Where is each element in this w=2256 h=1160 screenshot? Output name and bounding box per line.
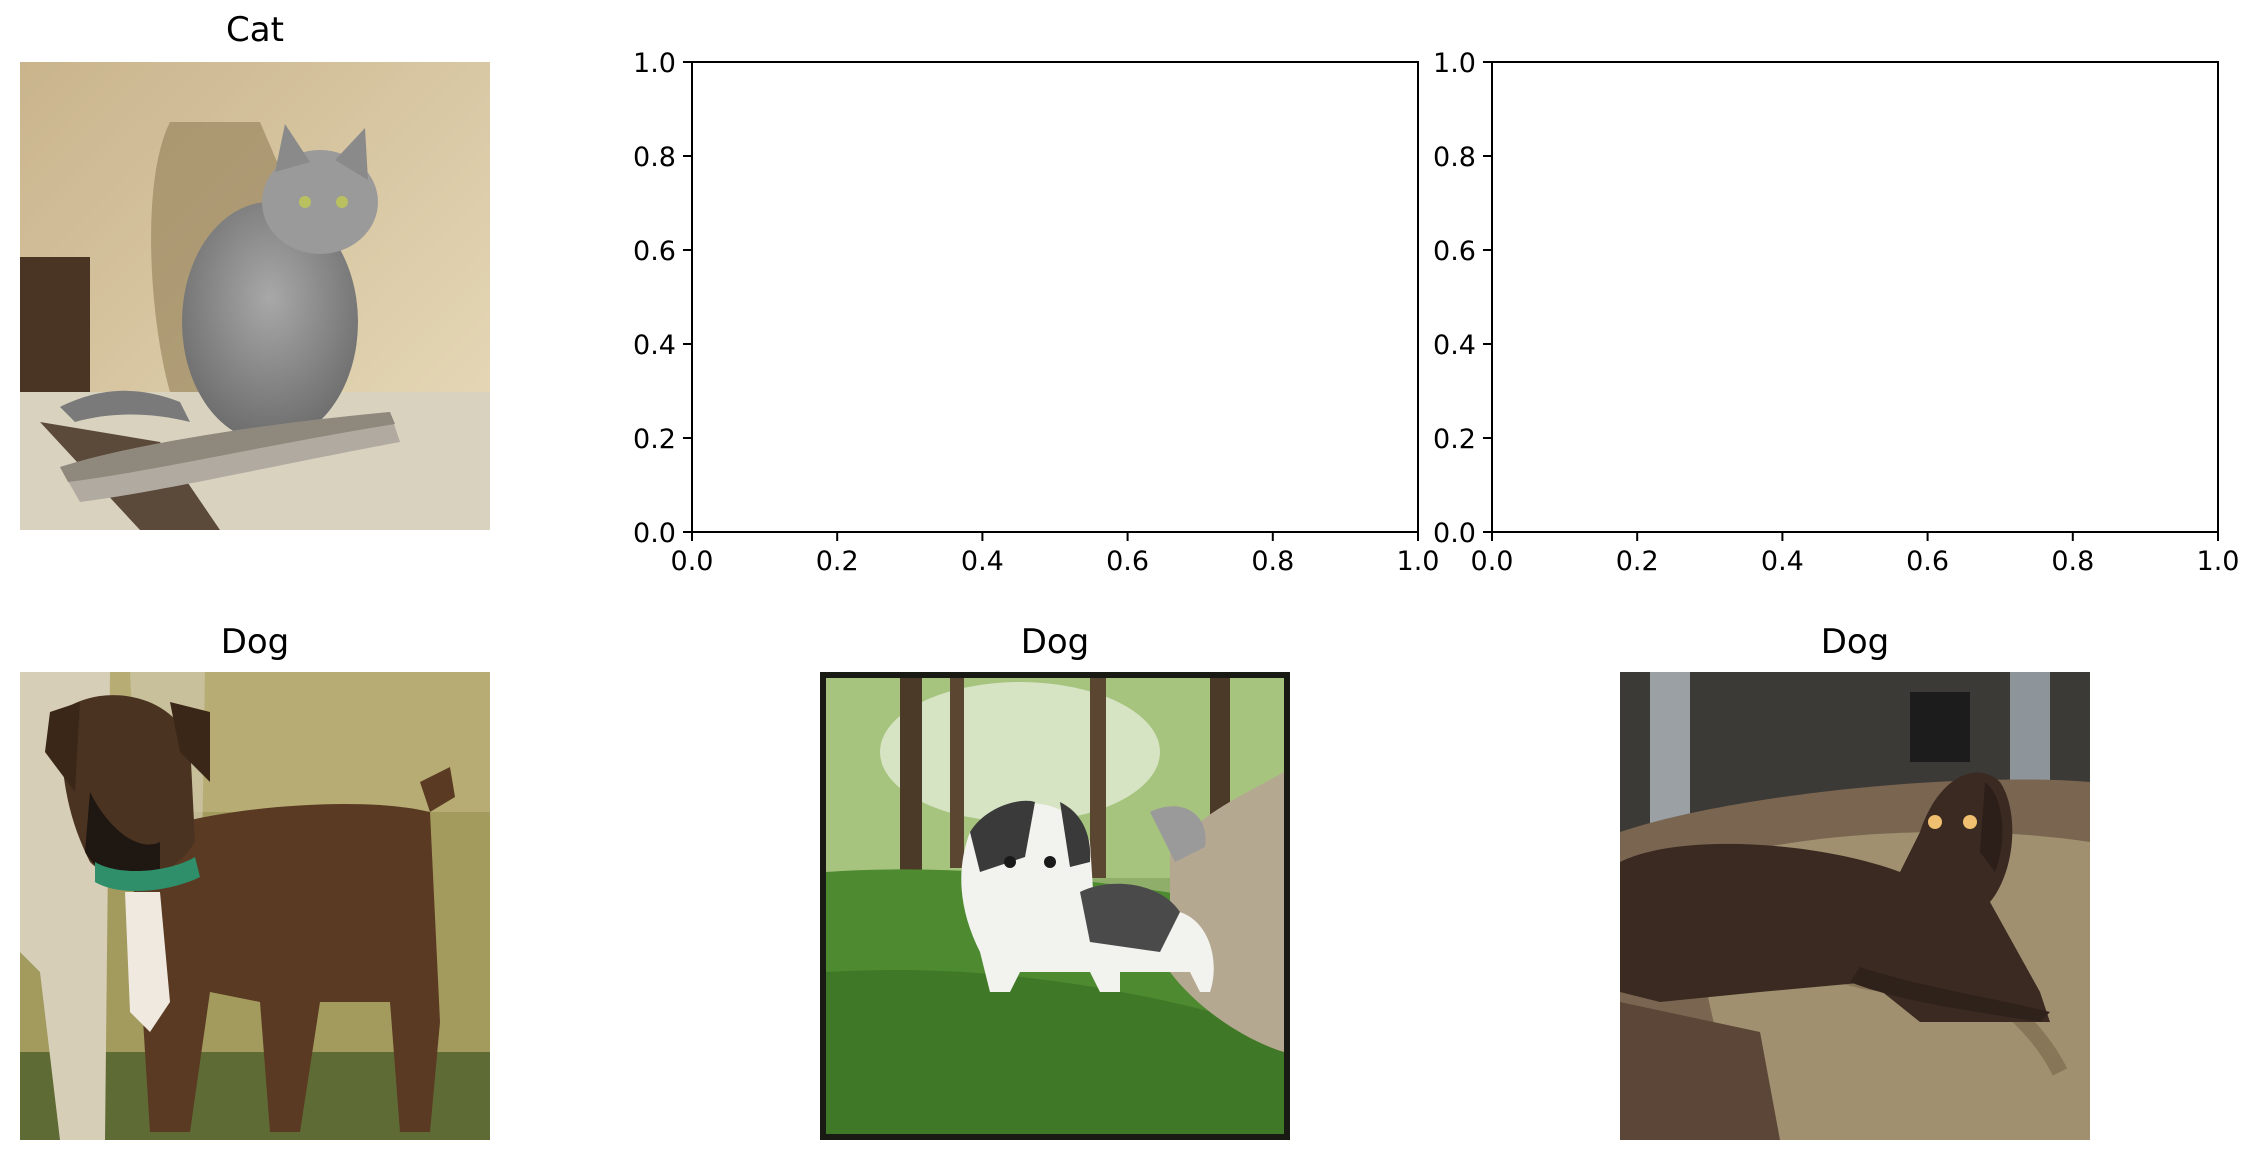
- y-tick-label: 0.6: [633, 236, 676, 267]
- y-tick-label: 0.4: [633, 330, 676, 361]
- dog-image-title-1: Dog: [220, 622, 290, 662]
- cat-photo: [20, 62, 490, 530]
- y-tick-label: 0.0: [633, 518, 676, 549]
- axes-frame: [1491, 61, 2219, 533]
- y-tick-label: 1.0: [1433, 48, 1476, 79]
- axes-1-content: 0.0 0.2 0.4 0.6 0.8 1.0 0.0 0.2 0.4 0.6 0.8 1.0: [633, 48, 1439, 577]
- x-tick-label: 1.0: [1397, 546, 1440, 577]
- x-tick-label: 0.6: [1906, 546, 1949, 577]
- y-tick-label: 0.8: [633, 142, 676, 173]
- x-tick-label: 1.0: [2197, 546, 2240, 577]
- y-tick-label: 0.2: [633, 424, 676, 455]
- x-tick-label: 0.6: [1106, 546, 1149, 577]
- x-tick-label: 0.2: [816, 546, 859, 577]
- axes-2-content: 0.0 0.2 0.4 0.6 0.8 1.0 0.0 0.2 0.4 0.6 0.8 1.0: [1433, 48, 2239, 577]
- y-tick-label: 0.6: [1433, 236, 1476, 267]
- cat-image-title: Cat: [226, 10, 284, 50]
- boxer-dog-photo: [20, 672, 490, 1140]
- brown-dog-photo: [1620, 672, 2090, 1140]
- y-tick-label: 0.0: [1433, 518, 1476, 549]
- x-tick-label: 0.0: [1471, 546, 1514, 577]
- y-tick-label: 0.8: [1433, 142, 1476, 173]
- dog-image-title-3: Dog: [1820, 622, 1890, 662]
- x-tick-label: 0.8: [2051, 546, 2094, 577]
- x-tick-label: 0.8: [1251, 546, 1294, 577]
- y-tick-label: 1.0: [633, 48, 676, 79]
- x-tick-label: 0.4: [961, 546, 1004, 577]
- axes-frame: [691, 61, 1419, 533]
- x-tick-label: 0.0: [671, 546, 714, 577]
- dog-image-title-2: Dog: [1020, 622, 1090, 662]
- x-tick-label: 0.4: [1761, 546, 1804, 577]
- x-tick-label: 0.2: [1616, 546, 1659, 577]
- y-tick-label: 0.2: [1433, 424, 1476, 455]
- shih-tzu-dog-photo: [820, 672, 1290, 1140]
- y-tick-label: 0.4: [1433, 330, 1476, 361]
